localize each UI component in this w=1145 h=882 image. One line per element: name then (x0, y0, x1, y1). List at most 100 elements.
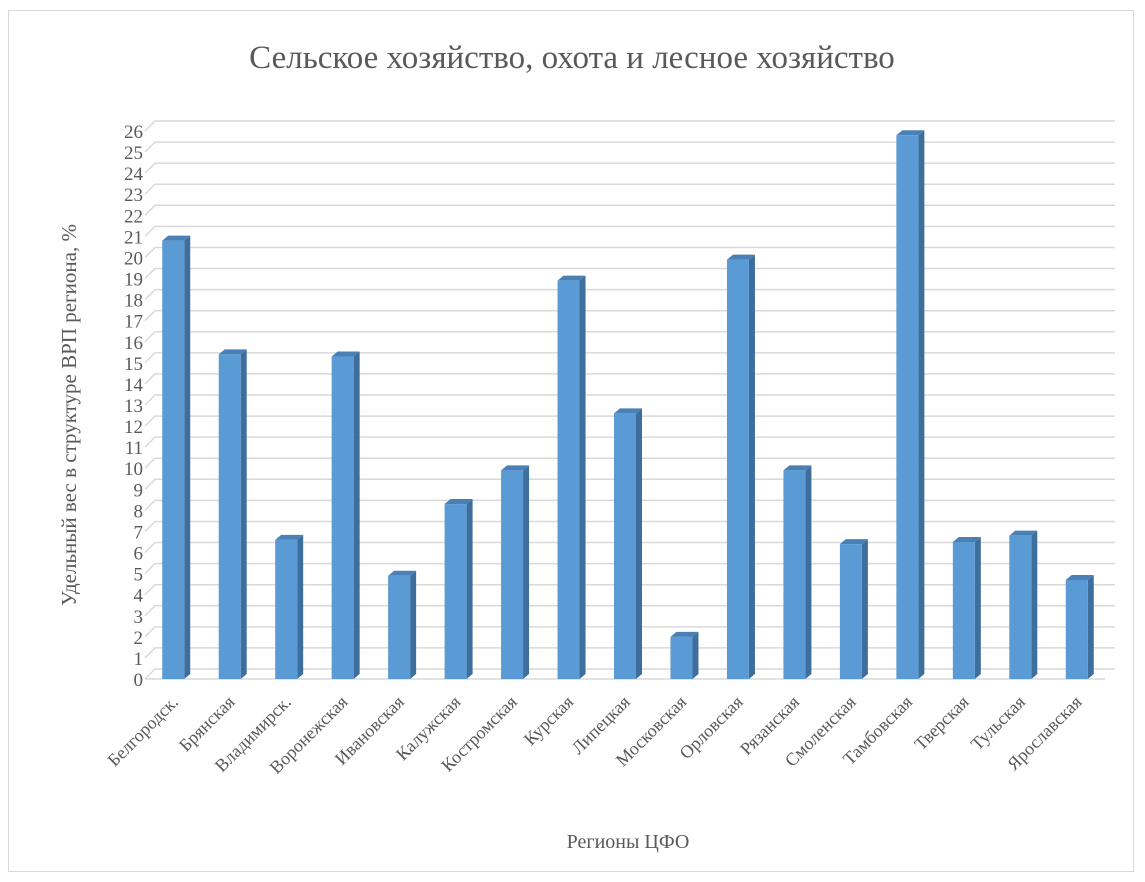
gridline (144, 225, 1115, 237)
y-tick-label: 6 (134, 544, 144, 565)
bar-top (783, 465, 812, 471)
gridline (144, 331, 1115, 343)
bar-front (331, 356, 354, 679)
bar-front (557, 280, 580, 679)
gridline (144, 457, 1115, 469)
bar-side (805, 465, 812, 679)
bar (444, 499, 473, 679)
gridline (144, 141, 1115, 153)
bar-top (162, 235, 191, 241)
bar-front (1009, 535, 1032, 679)
bar-side (353, 351, 360, 679)
bar-top (726, 254, 755, 260)
bar (218, 349, 247, 679)
bar-top (557, 275, 586, 281)
y-tick-label: 22 (124, 206, 143, 227)
bar-front (783, 470, 806, 679)
bar-side (636, 408, 642, 679)
bar-front (388, 575, 411, 679)
bar-top (839, 539, 868, 545)
y-tick-label: 17 (124, 312, 143, 333)
y-tick-label: 20 (124, 248, 143, 269)
bar (388, 570, 417, 679)
bar-front (614, 413, 636, 679)
y-tick-label: 15 (124, 354, 143, 375)
gridline (144, 288, 1115, 301)
bar-top (614, 408, 642, 414)
bar-top (952, 537, 981, 542)
y-tick-label: 26 (124, 122, 143, 143)
y-tick-label: 3 (134, 607, 144, 628)
bar-side (861, 539, 868, 679)
bar-top (331, 351, 360, 357)
y-axis-title: Удельный вес в структуре ВРП региона, % (57, 224, 81, 606)
x-tick-label: Курская (520, 692, 578, 750)
bar-front (1065, 579, 1088, 679)
bar (783, 465, 812, 679)
bar (557, 275, 586, 679)
gridline (144, 394, 1115, 406)
bar-side (184, 235, 191, 679)
bar-top (1009, 530, 1038, 536)
y-tick-label: 12 (124, 417, 143, 438)
chart-title: Сельское хозяйство, охота и лесное хозяй… (249, 40, 895, 76)
y-tick-label: 4 (134, 586, 144, 607)
bar (670, 631, 699, 679)
y-tick-label: 10 (124, 459, 143, 480)
x-tick-label: Белгородск. (103, 692, 182, 771)
bar-top (275, 534, 304, 540)
bar (896, 130, 925, 679)
y-tick-label: 21 (124, 227, 143, 248)
bar-top (444, 499, 473, 505)
bar-top (896, 130, 925, 136)
gridline (144, 162, 1115, 174)
gridline (144, 120, 1115, 132)
y-tick-label: 8 (134, 501, 144, 522)
y-tick-label: 23 (124, 185, 143, 206)
gridline (144, 436, 1115, 448)
y-tick-label: 1 (134, 649, 144, 670)
bar (1065, 574, 1094, 679)
y-tick-label: 0 (134, 670, 144, 691)
bar-top (388, 570, 417, 576)
bar-side (692, 631, 699, 679)
bar-side (748, 254, 755, 680)
bar-side (410, 570, 417, 679)
y-tick-label: 11 (125, 438, 143, 459)
y-tick-label: 5 (134, 565, 144, 586)
bar-side (1031, 530, 1038, 679)
bar-front (839, 544, 862, 679)
bar-front (275, 539, 298, 679)
bar (952, 537, 981, 679)
gridline (144, 204, 1115, 216)
bar-front (444, 504, 467, 679)
y-tick-label: 2 (134, 628, 144, 649)
bar-front (896, 135, 919, 679)
y-tick-label: 7 (134, 522, 144, 543)
x-axis-ticks: Белгородск.БрянскаяВладимирск.Воронежска… (103, 692, 1085, 778)
bar (275, 534, 304, 679)
y-tick-label: 14 (124, 375, 144, 396)
bar-side (974, 537, 981, 679)
gridline (144, 267, 1115, 280)
bar-top (1065, 574, 1094, 580)
bar-top (501, 465, 530, 471)
bar-side (240, 349, 247, 679)
bar-series (162, 130, 1094, 680)
bar (162, 235, 191, 679)
bar-side (466, 499, 473, 679)
bar-side (523, 465, 530, 679)
bar-top (670, 631, 699, 637)
bar-front (726, 259, 749, 679)
y-tick-label: 18 (124, 291, 143, 312)
gridline (144, 183, 1115, 195)
bar (614, 408, 642, 679)
y-tick-label: 19 (124, 270, 143, 291)
y-tick-label: 24 (124, 164, 144, 185)
gridline (144, 246, 1115, 258)
gridline (144, 309, 1115, 322)
bar (1009, 530, 1038, 679)
bar-front (162, 240, 185, 679)
gridline (144, 352, 1115, 364)
